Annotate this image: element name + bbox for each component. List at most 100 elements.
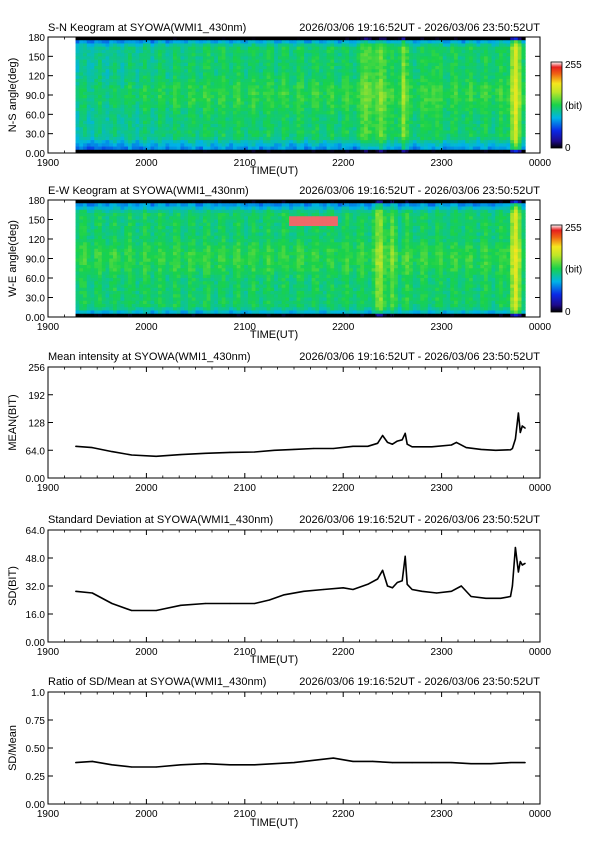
keogram-cell: [296, 111, 301, 115]
keogram-cell: [101, 274, 106, 279]
keogram-cell: [90, 209, 95, 214]
keogram-cell: [124, 271, 129, 276]
keogram-cell: [131, 219, 136, 224]
keogram-cell: [157, 124, 163, 128]
keogram-cell: [131, 127, 136, 131]
keogram-cell: [345, 136, 350, 141]
keogram-cell: [165, 37, 170, 41]
keogram-cell: [446, 82, 451, 86]
keogram-cell: [412, 120, 417, 125]
keogram-cell: [232, 111, 238, 115]
keogram-cell: [240, 62, 245, 67]
keogram-cell: [86, 43, 91, 48]
keogram-cell: [206, 114, 211, 118]
keogram-cell: [232, 91, 238, 96]
keogram-cell: [247, 111, 253, 115]
keogram-cell: [172, 62, 178, 67]
keogram-cell: [75, 143, 80, 147]
keogram-cell: [128, 72, 133, 77]
keogram-cell: [337, 140, 343, 144]
keogram-cell: [161, 127, 166, 131]
keogram-cell: [386, 133, 391, 138]
keogram-cell: [199, 85, 204, 89]
keogram-cell: [83, 291, 88, 295]
keogram-cell: [409, 136, 414, 141]
keogram-cell: [240, 143, 245, 147]
keogram-cell: [326, 95, 331, 99]
keogram-cell: [476, 72, 481, 77]
keogram-cell: [420, 40, 425, 44]
keogram-cell: [161, 120, 166, 125]
keogram-cell: [221, 133, 226, 138]
keogram-cell: [382, 40, 387, 44]
keogram-cell: [206, 143, 211, 147]
keogram-cell: [277, 72, 283, 77]
keogram-cell: [191, 130, 196, 135]
keogram-cell: [439, 75, 444, 80]
keogram-cell: [382, 117, 387, 122]
keogram-cell: [300, 120, 305, 125]
keogram-cell: [397, 95, 402, 99]
keogram-cell: [311, 111, 316, 115]
keogram-cell: [98, 213, 103, 217]
keogram-cell: [345, 101, 350, 106]
keogram-cell: [454, 146, 459, 151]
keogram-cell: [304, 104, 309, 109]
keogram-cell: [221, 124, 226, 128]
keogram-cell: [345, 53, 350, 57]
keogram-cell: [442, 95, 447, 99]
keogram-cell: [352, 127, 358, 131]
keogram-cell: [409, 78, 414, 83]
keogram-cell: [386, 56, 391, 60]
keogram-cell: [206, 85, 211, 89]
keogram-cell: [113, 49, 118, 54]
keogram-cell: [446, 72, 451, 77]
keogram-cell: [480, 85, 485, 89]
keogram-cell: [270, 49, 275, 54]
keogram-cell: [292, 133, 298, 138]
keogram-cell: [304, 111, 309, 115]
keogram-cell: [382, 78, 387, 83]
keogram-cell: [427, 117, 432, 122]
keogram-cell: [172, 46, 178, 51]
keogram-cell: [390, 85, 395, 89]
keogram-cell: [247, 124, 253, 128]
keogram-cell: [150, 85, 155, 89]
keogram-cell: [487, 53, 492, 57]
keogram-cell: [379, 95, 384, 99]
keogram-cell: [116, 235, 121, 240]
keogram-cell: [431, 62, 436, 67]
keogram-cell: [150, 59, 155, 64]
keogram-cell: [128, 111, 133, 115]
keogram-cell: [446, 69, 451, 73]
keogram-cell: [86, 248, 91, 253]
panel-time-range: 2026/03/06 19:16:52UT - 2026/03/06 23:50…: [299, 22, 540, 34]
keogram-cell: [311, 72, 316, 77]
keogram-cell: [379, 143, 384, 147]
keogram-cell: [341, 111, 346, 115]
keogram-cell: [187, 101, 193, 106]
keogram-cell: [364, 75, 369, 80]
keogram-cell: [157, 95, 163, 99]
keogram-cell: [405, 146, 410, 151]
keogram-cell: [116, 222, 121, 227]
keogram-cell: [184, 98, 189, 102]
keogram-cell: [356, 85, 361, 89]
keogram-cell: [465, 143, 470, 147]
keogram-cell: [371, 104, 376, 109]
keogram-cell: [427, 82, 432, 86]
keogram-cell: [109, 53, 114, 57]
keogram-cell: [431, 46, 436, 51]
keogram-cell: [225, 88, 230, 93]
keogram-cell: [427, 49, 432, 54]
keogram-cell: [79, 287, 84, 292]
keogram-cell: [442, 136, 447, 141]
keogram-cell: [431, 95, 436, 99]
keogram-cell: [214, 127, 219, 131]
keogram-cell: [131, 274, 136, 279]
keogram-cell: [521, 40, 526, 44]
keogram-cell: [79, 216, 84, 220]
keogram-cell: [337, 120, 343, 125]
keogram-cell: [487, 88, 492, 93]
keogram-cell: [255, 124, 260, 128]
